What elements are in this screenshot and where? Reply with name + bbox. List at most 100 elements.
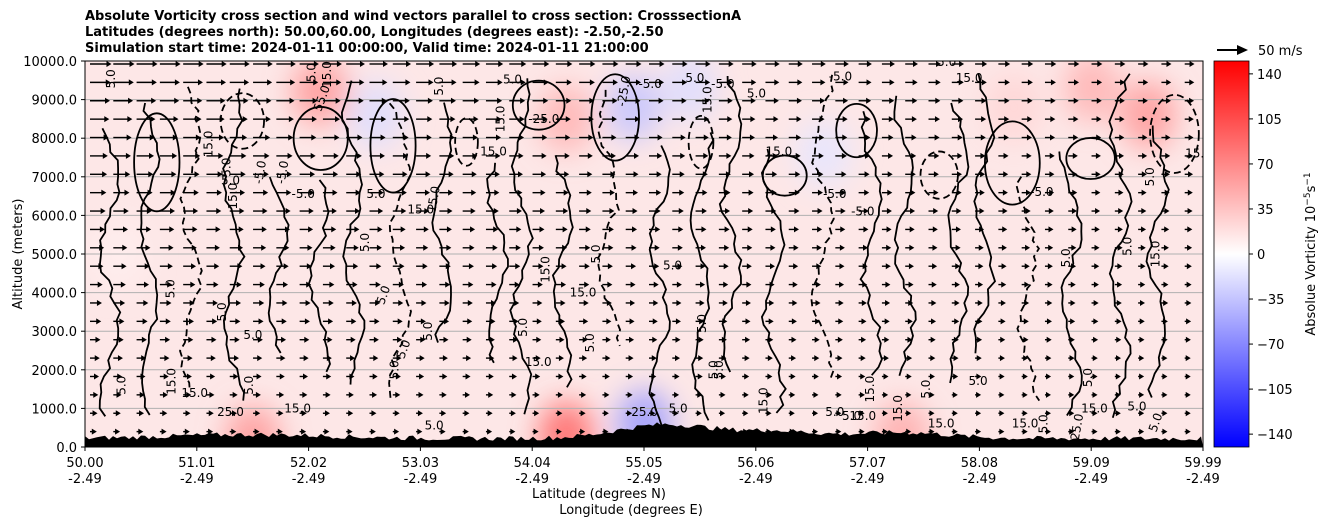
wind-vector [206, 226, 221, 233]
wind-vector [462, 189, 477, 196]
wind-vector [998, 208, 1008, 215]
wind-vector [1138, 410, 1145, 417]
wind-vector [136, 263, 150, 270]
wind-vector [229, 428, 237, 435]
contour-label: 5.0 [712, 360, 726, 379]
wind-vector [299, 134, 317, 141]
wind-vector [905, 410, 912, 417]
wind-vector [788, 97, 802, 104]
wind-vector [90, 244, 105, 251]
wind-vector [1114, 355, 1121, 362]
wind-vector [555, 226, 568, 233]
wind-vector [1138, 355, 1145, 362]
wind-vector [1068, 61, 1080, 67]
wind-vector [369, 61, 389, 67]
wind-vector [788, 373, 796, 380]
wind-vector [1091, 244, 1100, 251]
contour-label: 5.0 [305, 63, 319, 82]
wind-vector [229, 318, 241, 325]
wind-vector [788, 281, 798, 288]
wind-vector [998, 244, 1007, 251]
wind-vector [951, 61, 965, 67]
wind-vector [206, 79, 227, 86]
contour-line [947, 102, 970, 384]
wind-vector [439, 152, 455, 159]
wind-vector [299, 61, 319, 67]
wind-vector [183, 410, 191, 417]
wind-vector [485, 318, 496, 325]
wind-vector [253, 281, 265, 288]
wind-vector [835, 281, 845, 288]
wind-vector [555, 318, 565, 325]
wind-vector [975, 318, 983, 325]
wind-vector [439, 373, 448, 380]
wind-vector [159, 152, 178, 159]
y-tick-label: 2000.0 [32, 364, 78, 379]
wind-vector [299, 318, 310, 325]
contour-label: 15.0 [494, 106, 508, 133]
wind-vector [532, 428, 539, 435]
wind-vector [718, 208, 731, 215]
wind-vector [602, 263, 613, 270]
wind-vector [276, 116, 294, 123]
wind-vector [928, 226, 938, 233]
wind-vector [812, 336, 820, 343]
wind-vector [113, 355, 123, 362]
wind-vector [183, 428, 190, 435]
wind-vector [1044, 318, 1052, 325]
wind-vector [1021, 189, 1031, 196]
contour-label: 5.0 [937, 55, 956, 69]
wind-vector [346, 79, 365, 86]
wind-vector [509, 208, 522, 215]
wind-vector [765, 336, 774, 343]
wind-vector [159, 373, 169, 380]
wind-vector [1114, 318, 1122, 325]
wind-vector [159, 97, 180, 104]
wind-vector [485, 61, 504, 67]
wind-vector [881, 410, 888, 417]
wind-vector [1091, 428, 1098, 435]
wind-vector [951, 299, 960, 306]
wind-vector [602, 281, 613, 288]
wind-vector [1068, 97, 1079, 104]
wind-vector [183, 171, 200, 178]
wind-vector [649, 116, 664, 123]
wind-vector [951, 318, 960, 325]
wind-vector [90, 355, 100, 362]
wind-vector [1021, 97, 1033, 104]
wind-vector [951, 391, 958, 398]
wind-vector [299, 299, 311, 306]
wind-vector [276, 208, 291, 215]
wind-vector [229, 281, 242, 288]
wind-vector [276, 336, 287, 343]
wind-vector [765, 79, 780, 86]
wind-vector [858, 318, 867, 325]
wind-vector [672, 189, 685, 196]
wind-vector [765, 410, 772, 417]
contour-label: -5.0 [829, 69, 852, 83]
wind-vector [276, 263, 289, 270]
wind-vector [206, 97, 226, 104]
wind-vector [416, 79, 434, 86]
wind-vector [1021, 373, 1028, 380]
wind-vector [183, 263, 197, 270]
wind-vector [1091, 281, 1099, 288]
contour-label: -5.0 [251, 159, 269, 184]
contour-line [431, 102, 453, 343]
wind-vector [299, 281, 312, 288]
contour-label: 55.0 [1268, 83, 1290, 113]
wind-vector [90, 391, 99, 398]
wind-vector [206, 355, 216, 362]
wind-vector [812, 355, 820, 362]
wind-vector [1044, 189, 1055, 196]
wind-vector [625, 318, 635, 325]
wind-vector [1161, 281, 1169, 288]
contour-line [222, 88, 246, 401]
wind-vector [812, 318, 821, 325]
wind-vector [183, 79, 203, 86]
wind-vector [369, 318, 380, 325]
wind-vector [951, 281, 960, 288]
wind-vector [742, 263, 752, 270]
wind-vector [788, 263, 799, 270]
wind-vector [90, 410, 98, 417]
